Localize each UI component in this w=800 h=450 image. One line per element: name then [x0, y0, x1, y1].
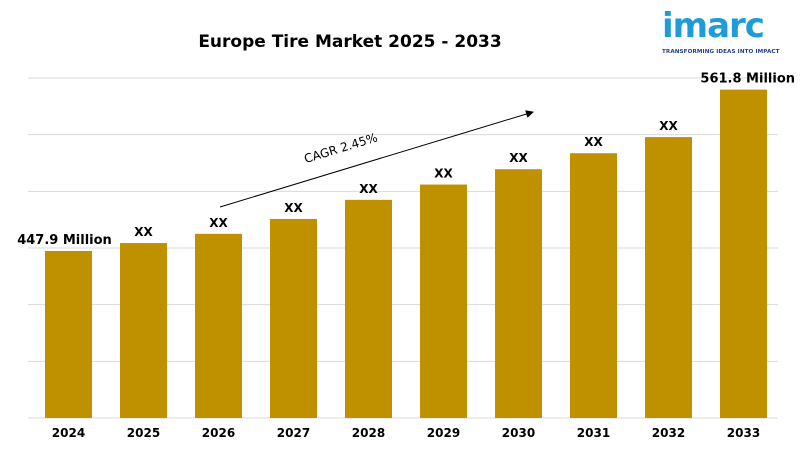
x-tick-2026: 2026	[202, 426, 235, 440]
bar-2028	[345, 199, 392, 418]
cagr-label: CAGR 2.45%	[302, 130, 379, 166]
data-label-2030: XX	[509, 151, 528, 165]
x-tick-2025: 2025	[127, 426, 160, 440]
x-tick-2032: 2032	[652, 426, 685, 440]
imarc-logo: imarc TRANSFORMING IDEAS INTO IMPACT	[662, 6, 780, 60]
cagr-arrow	[219, 110, 534, 208]
bar-2027	[270, 218, 317, 418]
data-label-2026: XX	[209, 216, 228, 230]
data-label-2029: XX	[434, 167, 453, 181]
data-label-2025: XX	[134, 225, 153, 239]
logo-wordmark: imarc	[662, 6, 765, 46]
data-label-2027: XX	[284, 201, 303, 215]
data-label-2028: XX	[359, 182, 378, 196]
bar-2029	[420, 184, 467, 418]
x-tick-2028: 2028	[352, 426, 385, 440]
x-tick-2027: 2027	[277, 426, 310, 440]
bar-2025	[120, 243, 167, 418]
bar-2030	[495, 169, 542, 418]
bar-2024	[45, 250, 92, 418]
data-label-2033: 561.8 Million	[700, 72, 795, 87]
bar-2026	[195, 233, 242, 418]
x-tick-2029: 2029	[427, 426, 460, 440]
x-tick-2033: 2033	[727, 426, 760, 440]
x-tick-2030: 2030	[502, 426, 535, 440]
bar-2033	[720, 89, 767, 418]
x-tick-labels: 2024 2025 2026 2027 2028 2029 2030 2031 2032 2033	[52, 426, 760, 440]
x-tick-2024: 2024	[52, 426, 85, 440]
bar-2031	[570, 153, 617, 418]
x-tick-2031: 2031	[577, 426, 610, 440]
logo-tagline: TRANSFORMING IDEAS INTO IMPACT	[662, 49, 780, 55]
data-label-2024: 447.9 Million	[17, 233, 112, 248]
bar-2032	[645, 137, 692, 418]
data-labels: 447.9 Million XX XX XX XX XX XX XX XX 561.8 Milli…	[17, 72, 795, 248]
data-label-2032: XX	[659, 119, 678, 133]
chart-title: Europe Tire Market 2025 - 2033	[198, 32, 502, 52]
data-label-2031: XX	[584, 135, 603, 149]
bars	[45, 89, 767, 418]
